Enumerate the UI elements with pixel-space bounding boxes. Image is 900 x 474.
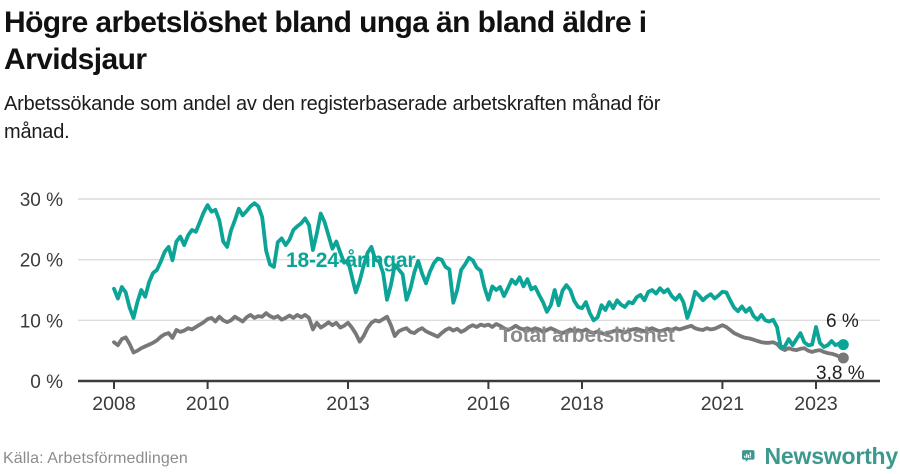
x-tick-label: 2021	[701, 393, 744, 415]
newsworthy-logo-icon	[742, 450, 755, 462]
end-value-label-total: 3,8 %	[816, 363, 865, 384]
x-tick-label: 2008	[92, 393, 135, 415]
series-label-total: Total arbetslöshet	[499, 324, 675, 347]
series-endpoint-dot-18-24	[837, 339, 849, 351]
page-title-line-2: Arvidsjaur	[4, 43, 147, 76]
series-line-total	[112, 311, 846, 360]
x-tick-label: 2018	[560, 393, 603, 415]
x-tick-label: 2023	[794, 393, 837, 415]
x-tick-label: 2010	[186, 393, 230, 415]
series-label-18-24: 18-24-åringar	[286, 249, 416, 272]
x-tick-label: 2016	[467, 393, 510, 415]
page-subtitle-line-1: Arbetssökande som andel av den registerb…	[4, 93, 661, 115]
y-tick-label: 30 %	[20, 190, 63, 211]
newsworthy-logo-text: Newsworthy	[764, 442, 899, 469]
page-title: Högre arbetslöshet bland unga än bland ä…	[4, 4, 784, 78]
y-tick-label: 0 %	[30, 372, 63, 393]
page-subtitle-line-2: månad.	[4, 121, 70, 143]
page-subtitle: Arbetssökande som andel av den registerb…	[4, 90, 804, 146]
series-line-18-24	[112, 201, 846, 350]
page-title-line-1: Högre arbetslöshet bland unga än bland ä…	[4, 6, 647, 39]
newsworthy-logo[interactable]: Newsworthy	[742, 440, 898, 472]
y-tick-label: 20 %	[20, 251, 63, 272]
source-credit: Källa: Arbetsförmedlingen	[3, 450, 188, 467]
end-value-label-18-24: 6 %	[826, 311, 859, 332]
series-endpoint-dot-total	[837, 352, 849, 364]
y-tick-label: 10 %	[20, 311, 63, 332]
x-tick-label: 2013	[326, 393, 369, 415]
